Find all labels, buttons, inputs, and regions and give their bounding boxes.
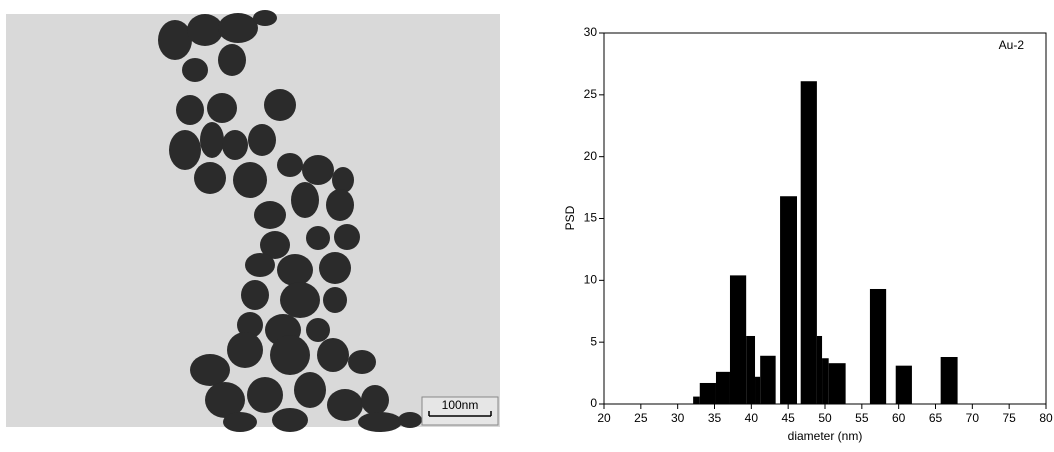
particle [332,167,354,193]
particle [277,254,313,286]
particle [253,10,277,26]
scale-bar-label: 100nm [442,398,479,412]
x-tick-label: 40 [745,411,759,425]
y-tick-label: 30 [584,25,598,39]
bar [869,288,887,404]
particle [334,224,360,250]
particle [317,338,349,372]
particle [207,93,237,123]
y-tick-label: 10 [584,273,598,287]
bar [715,371,730,404]
bar [822,358,829,404]
particle [254,201,286,229]
x-tick-label: 80 [1039,411,1053,425]
bar [940,357,958,404]
particle [270,335,310,375]
particle [190,354,230,386]
particles [158,10,422,432]
x-axis-label: diameter (nm) [788,429,863,443]
bar [895,365,912,404]
particle [361,385,389,415]
particle [241,280,269,310]
particle [280,282,320,318]
particle [306,318,330,342]
y-tick-label: 20 [584,149,598,163]
particle [264,89,296,121]
y-tick-label: 5 [590,334,597,348]
x-tick-label: 70 [966,411,980,425]
y-axis-label: PSD [563,205,577,230]
annotation: Au-2 [999,38,1025,52]
particle [218,13,258,43]
particle [294,372,326,408]
bar [729,275,747,404]
x-tick-label: 50 [818,411,832,425]
y-tick-label: 15 [584,211,598,225]
x-tick-label: 20 [597,411,611,425]
x-tick-label: 60 [892,411,906,425]
bar [800,81,817,404]
particle [260,231,290,259]
x-tick-label: 65 [929,411,943,425]
particle [194,162,226,194]
bar [755,376,761,404]
particle [245,253,275,277]
x-tick-label: 25 [634,411,648,425]
particle [227,332,263,368]
scale-bar-box [421,396,499,426]
particle [187,14,223,46]
x-tick-label: 55 [855,411,869,425]
particle [358,412,402,432]
particle [327,389,363,421]
particle [306,226,330,250]
particle [302,155,334,185]
particle [291,182,319,218]
particle [348,350,376,374]
plot-frame [603,32,1047,405]
particle [319,252,351,284]
particle [218,44,246,76]
particle [398,412,422,428]
particle [326,189,354,221]
bar [746,335,756,404]
bar [693,396,700,404]
particle [200,122,224,158]
particle [237,312,263,338]
scale-bar [428,411,492,417]
x-tick-label: 35 [708,411,722,425]
y-tick-label: 25 [584,87,598,101]
tem-image: 100nm [6,10,500,432]
particle [223,412,257,432]
bar [816,335,823,404]
bar [760,355,776,404]
particle [176,95,204,125]
particle [158,20,192,60]
x-tick-label: 30 [671,411,685,425]
particle [277,153,303,177]
particle [272,408,308,432]
bar [699,382,716,404]
particle [247,377,283,413]
particle [205,382,245,418]
particle [323,287,347,313]
particle [222,130,248,160]
y-tick-label: 0 [590,396,597,410]
chart: Au-2 diameter (nm) PSD 0 5 10 15 20 25 30 20 25 3… [563,25,1053,443]
particle [233,162,267,198]
x-tick-label: 45 [781,411,795,425]
x-tick-label: 75 [1002,411,1016,425]
particle [169,130,201,170]
bar [828,363,846,404]
bar [780,196,798,404]
particle [182,58,208,82]
particle [248,124,276,156]
